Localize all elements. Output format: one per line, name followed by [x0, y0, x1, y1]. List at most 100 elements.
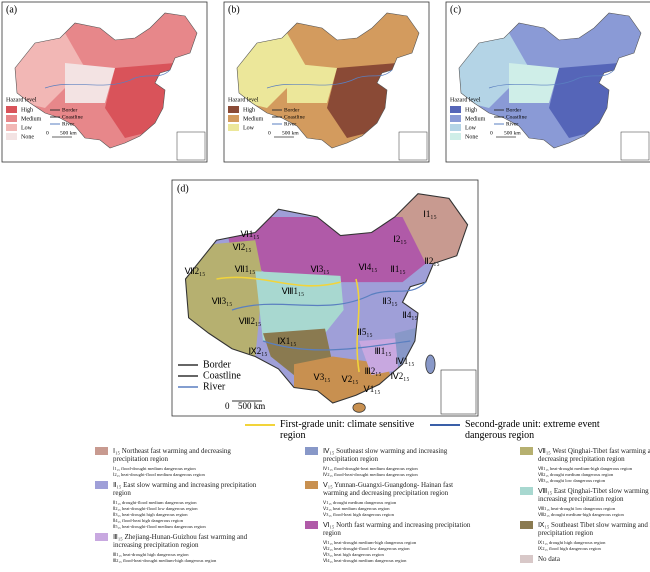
legend-item: Ⅴ1₁₅ drought medium dangerous region	[323, 500, 397, 505]
legend-heading: Ⅸ₁₅ Southeast Tibet slow warming and inc…	[538, 521, 650, 537]
legend-swatch	[520, 487, 533, 495]
scale-label: 0	[490, 130, 493, 136]
region-label: Ⅲ2₁₅	[365, 366, 382, 376]
legend-swatch	[6, 124, 17, 131]
region-label: Ⅵ2₁₅	[232, 242, 251, 252]
legend-swatch	[520, 521, 533, 529]
legend-swatch	[95, 533, 108, 541]
region-label: Ⅶ1₁₅	[235, 264, 256, 274]
panel: (a) Hazard level High Medium Low None BorderCo…	[1, 1, 208, 163]
legend-swatch	[228, 124, 239, 131]
legend-item: Ⅱ5₁₅ heat-drought-flood medium dangerous…	[113, 524, 206, 529]
region-label: Ⅳ2₁₅	[390, 371, 409, 381]
region-label: Ⅶ3₁₅	[212, 296, 233, 306]
region-label: Ⅱ5₁₅	[357, 327, 372, 337]
legend-group: No data	[520, 555, 650, 563]
legend-swatch	[305, 521, 318, 529]
main-map	[171, 179, 479, 426]
legend-item: Ⅳ2₁₅ flood-heat-drought medium dangerous…	[323, 472, 418, 477]
scale-label: 500 km	[238, 401, 265, 411]
legend-item: Ⅷ2₁₅ drought medium-high dangerous regio…	[538, 512, 624, 517]
legend-label: Medium	[21, 116, 42, 122]
legend-item: Ⅴ2₁₅ heat medium dangerous region	[323, 506, 390, 511]
legend-swatch	[305, 481, 318, 489]
legend-swatch	[6, 115, 17, 122]
patch	[509, 63, 559, 103]
legend-heading: Ⅵ₁₅ North fast warming and increasing pr…	[323, 521, 471, 537]
scale-label: 500 km	[282, 130, 299, 136]
legend-item: Ⅳ1₁₅ flood-drought-heat medium dangerous…	[323, 466, 418, 471]
legend-item: Ⅱ1₁₅ drought-flood medium dangerous regi…	[113, 500, 197, 505]
legend-item: Ⅶ1₁₅ heat-drought medium-high dangerous …	[538, 466, 633, 471]
inset	[440, 369, 477, 415]
legend-label: High	[243, 107, 255, 113]
legend-swatch	[228, 106, 239, 113]
legend-group: Ⅵ₁₅ North fast warming and increasing pr…	[305, 521, 510, 537]
legend-label: River	[284, 121, 296, 127]
legend-column: Ⅶ₁₅ West Qinghai-Tibet fast warming and …	[520, 447, 650, 566]
inset	[176, 131, 206, 161]
legend-title: Hazard level	[450, 97, 481, 103]
legend-group: Ⅸ₁₅ Southeast Tibet slow warming and inc…	[520, 521, 650, 537]
inset	[398, 131, 428, 161]
region-label: Ⅱ3₁₅	[382, 296, 397, 306]
legend-group: Ⅷ₁₅ East Qinghai-Tibet slow warming and …	[520, 487, 650, 503]
legend-label: Low	[465, 125, 477, 131]
second-grade-label: Second-grade unit: extreme event dangero…	[465, 419, 600, 441]
legend-swatch	[450, 133, 461, 140]
region-label: Ⅴ1₁₅	[364, 384, 381, 394]
maps: (a)Hazard levelHighMediumLowNoneBorderCo…	[1, 1, 650, 426]
river	[266, 69, 393, 89]
legend-swatch	[520, 447, 533, 455]
scale-label: 0	[225, 401, 230, 411]
legend-swatch	[6, 106, 17, 113]
region-label: Ⅸ1₁₅	[277, 336, 296, 346]
legend-swatch	[6, 133, 17, 140]
legend-item: Ⅵ2₁₅ heat-drought-flood low dangerous re…	[323, 546, 410, 551]
river	[44, 69, 171, 89]
legend-heading: Ⅲ₁₅ Zhejiang-Hunan-Guizhou fast warming …	[113, 533, 248, 549]
legend-item: Ⅰ1₁₅ flood-drought medium dangerous regi…	[113, 466, 196, 471]
scale-label: 500 km	[60, 130, 77, 136]
panel: (b) Hazard level High Medium Low BorderCoastl…	[223, 1, 430, 163]
legend-label: None	[465, 134, 478, 140]
region-label: Ⅲ1₁₅	[375, 346, 392, 356]
legend-item: Ⅶ2₁₅ drought medium dangerous region	[538, 472, 614, 477]
region-label: Ⅴ2₁₅	[342, 374, 359, 384]
legend-heading: Ⅳ₁₅ Southeast slow warming and increasin…	[323, 447, 448, 463]
legend-item: Ⅲ1₁₅ heat-drought high dangerous region	[113, 552, 189, 557]
region-label: Ⅱ1₁₅	[390, 264, 405, 274]
legend-group: Ⅳ₁₅ Southeast slow warming and increasin…	[305, 447, 510, 463]
legend-swatch	[450, 124, 461, 131]
region-label: Ⅰ2₁₅	[393, 234, 406, 244]
patch	[65, 63, 115, 103]
region-label: Ⅵ1₁₅	[240, 229, 259, 239]
panel-label: (b)	[228, 4, 240, 15]
legend-heading: Ⅷ₁₅ East Qinghai-Tibet slow warming and …	[538, 487, 650, 503]
legend-swatch	[305, 447, 318, 455]
region-label: Ⅱ4₁₅	[402, 310, 417, 320]
legend-swatch	[95, 481, 108, 489]
legend-item: Ⅸ1₁₅ drought high dangerous region	[538, 540, 606, 545]
legend-label: Coastline	[62, 114, 83, 120]
legend-label: High	[21, 107, 33, 113]
legend-swatch	[228, 115, 239, 122]
legend-item: Ⅶ3₁₅ drought low dangerous region	[538, 478, 606, 483]
legend-heading: Ⅱ₁₅ East slow warming and increasing pre…	[113, 481, 257, 497]
panel: (c) Hazard level High Medium Low None BorderCo…	[445, 1, 650, 163]
legend-label: Medium	[243, 116, 264, 122]
legend-label: Low	[21, 125, 33, 131]
panel-label: (c)	[450, 4, 461, 15]
region-label: Ⅷ1₁₅	[282, 286, 305, 296]
region-label: Ⅷ2₁₅	[239, 316, 262, 326]
legend-swatch	[95, 447, 108, 455]
legend-label: Low	[243, 125, 255, 131]
legend-item: Ⅸ2₁₅ flood high dangerous region	[538, 546, 601, 551]
legend-label: Border	[506, 107, 521, 113]
legend-item: Ⅱ4₁₅ flood-heat high dangerous region	[113, 518, 184, 523]
legend-label: River	[62, 121, 74, 127]
legend-heading: No data	[538, 555, 560, 563]
legend-label: Border	[203, 359, 231, 370]
river	[488, 69, 615, 89]
region-label: Ⅳ1₁₅	[395, 356, 414, 366]
